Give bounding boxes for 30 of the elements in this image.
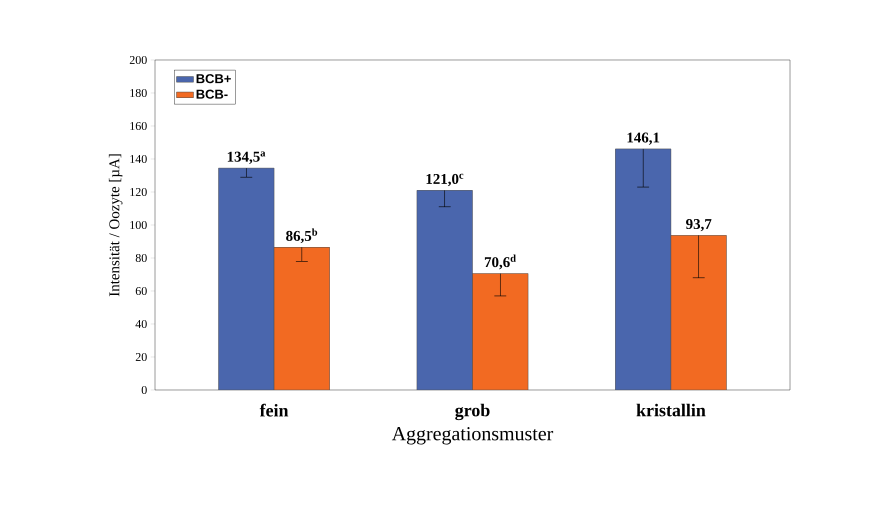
y-tick-label: 140 (130, 154, 147, 164)
x-tick-label: fein (260, 404, 288, 417)
y-tick-label: 200 (130, 56, 147, 64)
bar (472, 273, 528, 390)
bar (274, 247, 330, 390)
y-tick-label: 180 (130, 88, 147, 98)
bar (670, 235, 727, 390)
y-tick-label: 20 (136, 352, 147, 362)
y-tick-label: 120 (130, 188, 147, 196)
y-tick-label: 100 (130, 220, 147, 230)
bar (416, 190, 473, 390)
data-label: 121,0$^{c}$ (426, 174, 464, 186)
y-tick-label: 0 (142, 386, 147, 394)
y-tick-label: 60 (136, 286, 147, 296)
legend-label: BCB+ (196, 74, 231, 84)
bar (218, 168, 274, 390)
x-tick-label: kristallin (636, 404, 706, 416)
data-label: 93,7 (686, 219, 712, 232)
legend-label: BCB- (196, 90, 228, 99)
y-tick-label: 40 (136, 320, 147, 328)
x-axis-title: Aggregationsmuster (392, 427, 554, 444)
y-axis-title: Intensität / Oozyte [µA] (108, 154, 122, 296)
bar (615, 148, 672, 390)
data-label: 146,1 (628, 132, 660, 145)
x-tick-label: grob (455, 404, 490, 420)
data-label: 86,5$^{b}$ (286, 228, 318, 244)
y-tick-label: 160 (130, 122, 147, 130)
y-tick-label: 80 (136, 254, 147, 262)
data-label: 70,6$^{d}$ (484, 254, 516, 270)
data-label: 134,5$^{a}$ (228, 151, 266, 164)
